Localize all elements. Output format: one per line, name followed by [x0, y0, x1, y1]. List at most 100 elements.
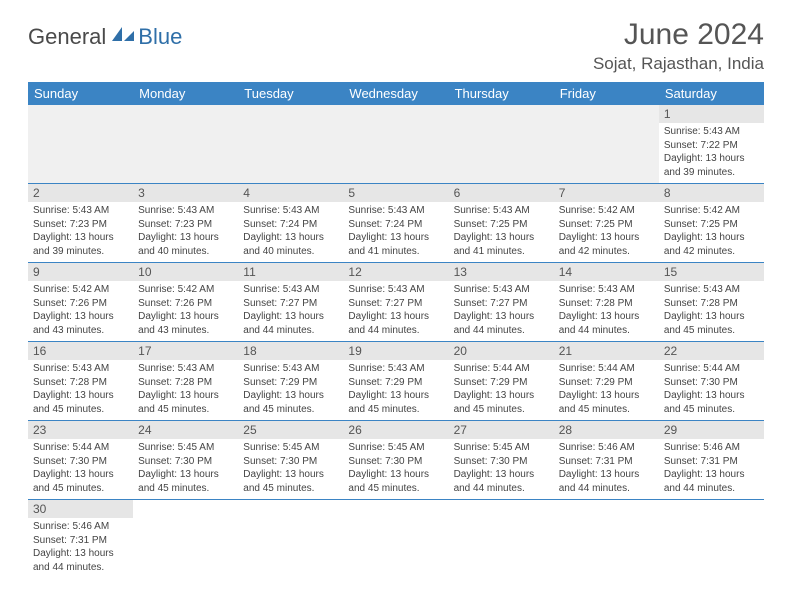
sunrise-line: Sunrise: 5:45 AM — [348, 441, 443, 455]
calendar-empty-cell — [133, 105, 238, 184]
sunset-line: Sunset: 7:26 PM — [33, 297, 128, 311]
calendar-day-cell: 16Sunrise: 5:43 AMSunset: 7:28 PMDayligh… — [28, 342, 133, 421]
day-details: Sunrise: 5:43 AMSunset: 7:27 PMDaylight:… — [343, 281, 448, 341]
daylight-line: Daylight: 13 hours and 45 minutes. — [243, 468, 338, 495]
sunset-line: Sunset: 7:28 PM — [138, 376, 233, 390]
daylight-line: Daylight: 13 hours and 40 minutes. — [243, 231, 338, 258]
calendar-empty-cell — [343, 105, 448, 184]
calendar-day-cell: 14Sunrise: 5:43 AMSunset: 7:28 PMDayligh… — [554, 263, 659, 342]
calendar-day-cell: 1Sunrise: 5:43 AMSunset: 7:22 PMDaylight… — [659, 105, 764, 184]
daylight-line: Daylight: 13 hours and 45 minutes. — [243, 389, 338, 416]
daylight-line: Daylight: 13 hours and 45 minutes. — [559, 389, 654, 416]
sunset-line: Sunset: 7:30 PM — [664, 376, 759, 390]
daylight-line: Daylight: 13 hours and 44 minutes. — [454, 310, 549, 337]
day-number: 20 — [449, 342, 554, 360]
day-number: 6 — [449, 184, 554, 202]
calendar-day-cell: 11Sunrise: 5:43 AMSunset: 7:27 PMDayligh… — [238, 263, 343, 342]
daylight-line: Daylight: 13 hours and 45 minutes. — [33, 389, 128, 416]
sunrise-line: Sunrise: 5:42 AM — [664, 204, 759, 218]
day-details: Sunrise: 5:44 AMSunset: 7:30 PMDaylight:… — [28, 439, 133, 499]
calendar-day-cell: 10Sunrise: 5:42 AMSunset: 7:26 PMDayligh… — [133, 263, 238, 342]
daylight-line: Daylight: 13 hours and 41 minutes. — [454, 231, 549, 258]
calendar-empty-cell — [238, 500, 343, 579]
sunset-line: Sunset: 7:30 PM — [348, 455, 443, 469]
day-number: 11 — [238, 263, 343, 281]
day-details: Sunrise: 5:43 AMSunset: 7:24 PMDaylight:… — [343, 202, 448, 262]
calendar-empty-cell — [28, 105, 133, 184]
calendar-day-cell: 4Sunrise: 5:43 AMSunset: 7:24 PMDaylight… — [238, 184, 343, 263]
day-details: Sunrise: 5:43 AMSunset: 7:22 PMDaylight:… — [659, 123, 764, 183]
calendar-day-cell: 13Sunrise: 5:43 AMSunset: 7:27 PMDayligh… — [449, 263, 554, 342]
day-number: 15 — [659, 263, 764, 281]
day-details: Sunrise: 5:43 AMSunset: 7:29 PMDaylight:… — [238, 360, 343, 420]
calendar-day-cell: 12Sunrise: 5:43 AMSunset: 7:27 PMDayligh… — [343, 263, 448, 342]
sunrise-line: Sunrise: 5:43 AM — [348, 204, 443, 218]
weekday-header: Sunday — [28, 82, 133, 105]
daylight-line: Daylight: 13 hours and 39 minutes. — [33, 231, 128, 258]
day-number: 19 — [343, 342, 448, 360]
calendar-day-cell: 21Sunrise: 5:44 AMSunset: 7:29 PMDayligh… — [554, 342, 659, 421]
day-number: 14 — [554, 263, 659, 281]
day-details: Sunrise: 5:44 AMSunset: 7:29 PMDaylight:… — [449, 360, 554, 420]
calendar-week-row: 23Sunrise: 5:44 AMSunset: 7:30 PMDayligh… — [28, 421, 764, 500]
day-details: Sunrise: 5:46 AMSunset: 7:31 PMDaylight:… — [28, 518, 133, 578]
day-details: Sunrise: 5:43 AMSunset: 7:23 PMDaylight:… — [133, 202, 238, 262]
logo-text-general: General — [28, 24, 106, 50]
day-number: 22 — [659, 342, 764, 360]
sunrise-line: Sunrise: 5:43 AM — [664, 125, 759, 139]
sunrise-line: Sunrise: 5:45 AM — [454, 441, 549, 455]
sunrise-line: Sunrise: 5:46 AM — [559, 441, 654, 455]
sunrise-line: Sunrise: 5:42 AM — [33, 283, 128, 297]
sunrise-line: Sunrise: 5:44 AM — [559, 362, 654, 376]
calendar-day-cell: 7Sunrise: 5:42 AMSunset: 7:25 PMDaylight… — [554, 184, 659, 263]
sunset-line: Sunset: 7:30 PM — [138, 455, 233, 469]
sunset-line: Sunset: 7:31 PM — [33, 534, 128, 548]
sunrise-line: Sunrise: 5:43 AM — [243, 283, 338, 297]
daylight-line: Daylight: 13 hours and 42 minutes. — [664, 231, 759, 258]
sunset-line: Sunset: 7:30 PM — [454, 455, 549, 469]
day-details: Sunrise: 5:43 AMSunset: 7:29 PMDaylight:… — [343, 360, 448, 420]
sunset-line: Sunset: 7:29 PM — [348, 376, 443, 390]
calendar-week-row: 9Sunrise: 5:42 AMSunset: 7:26 PMDaylight… — [28, 263, 764, 342]
sunrise-line: Sunrise: 5:43 AM — [243, 204, 338, 218]
sunset-line: Sunset: 7:24 PM — [243, 218, 338, 232]
sunrise-line: Sunrise: 5:43 AM — [559, 283, 654, 297]
day-number: 5 — [343, 184, 448, 202]
calendar-day-cell: 30Sunrise: 5:46 AMSunset: 7:31 PMDayligh… — [28, 500, 133, 579]
calendar-empty-cell — [554, 105, 659, 184]
sunset-line: Sunset: 7:29 PM — [454, 376, 549, 390]
calendar-week-row: 1Sunrise: 5:43 AMSunset: 7:22 PMDaylight… — [28, 105, 764, 184]
sunrise-line: Sunrise: 5:44 AM — [664, 362, 759, 376]
weekday-header: Thursday — [449, 82, 554, 105]
daylight-line: Daylight: 13 hours and 39 minutes. — [664, 152, 759, 179]
sunset-line: Sunset: 7:31 PM — [664, 455, 759, 469]
daylight-line: Daylight: 13 hours and 43 minutes. — [33, 310, 128, 337]
sunrise-line: Sunrise: 5:43 AM — [33, 362, 128, 376]
day-number: 17 — [133, 342, 238, 360]
header: General Blue June 2024 Sojat, Rajasthan,… — [28, 18, 764, 74]
calendar-day-cell: 2Sunrise: 5:43 AMSunset: 7:23 PMDaylight… — [28, 184, 133, 263]
weekday-header: Monday — [133, 82, 238, 105]
weekday-header: Wednesday — [343, 82, 448, 105]
day-number: 9 — [28, 263, 133, 281]
day-number: 2 — [28, 184, 133, 202]
calendar-day-cell: 8Sunrise: 5:42 AMSunset: 7:25 PMDaylight… — [659, 184, 764, 263]
daylight-line: Daylight: 13 hours and 45 minutes. — [348, 468, 443, 495]
sunrise-line: Sunrise: 5:43 AM — [138, 362, 233, 376]
calendar-day-cell: 19Sunrise: 5:43 AMSunset: 7:29 PMDayligh… — [343, 342, 448, 421]
calendar-table: SundayMondayTuesdayWednesdayThursdayFrid… — [28, 82, 764, 578]
day-details: Sunrise: 5:43 AMSunset: 7:27 PMDaylight:… — [238, 281, 343, 341]
calendar-day-cell: 20Sunrise: 5:44 AMSunset: 7:29 PMDayligh… — [449, 342, 554, 421]
day-details: Sunrise: 5:42 AMSunset: 7:26 PMDaylight:… — [133, 281, 238, 341]
location-label: Sojat, Rajasthan, India — [593, 54, 764, 74]
weekday-header: Friday — [554, 82, 659, 105]
daylight-line: Daylight: 13 hours and 44 minutes. — [559, 468, 654, 495]
day-details: Sunrise: 5:43 AMSunset: 7:28 PMDaylight:… — [554, 281, 659, 341]
daylight-line: Daylight: 13 hours and 44 minutes. — [559, 310, 654, 337]
month-title: June 2024 — [593, 18, 764, 52]
weekday-header: Saturday — [659, 82, 764, 105]
sunrise-line: Sunrise: 5:44 AM — [454, 362, 549, 376]
calendar-day-cell: 28Sunrise: 5:46 AMSunset: 7:31 PMDayligh… — [554, 421, 659, 500]
sunrise-line: Sunrise: 5:45 AM — [138, 441, 233, 455]
day-number: 10 — [133, 263, 238, 281]
